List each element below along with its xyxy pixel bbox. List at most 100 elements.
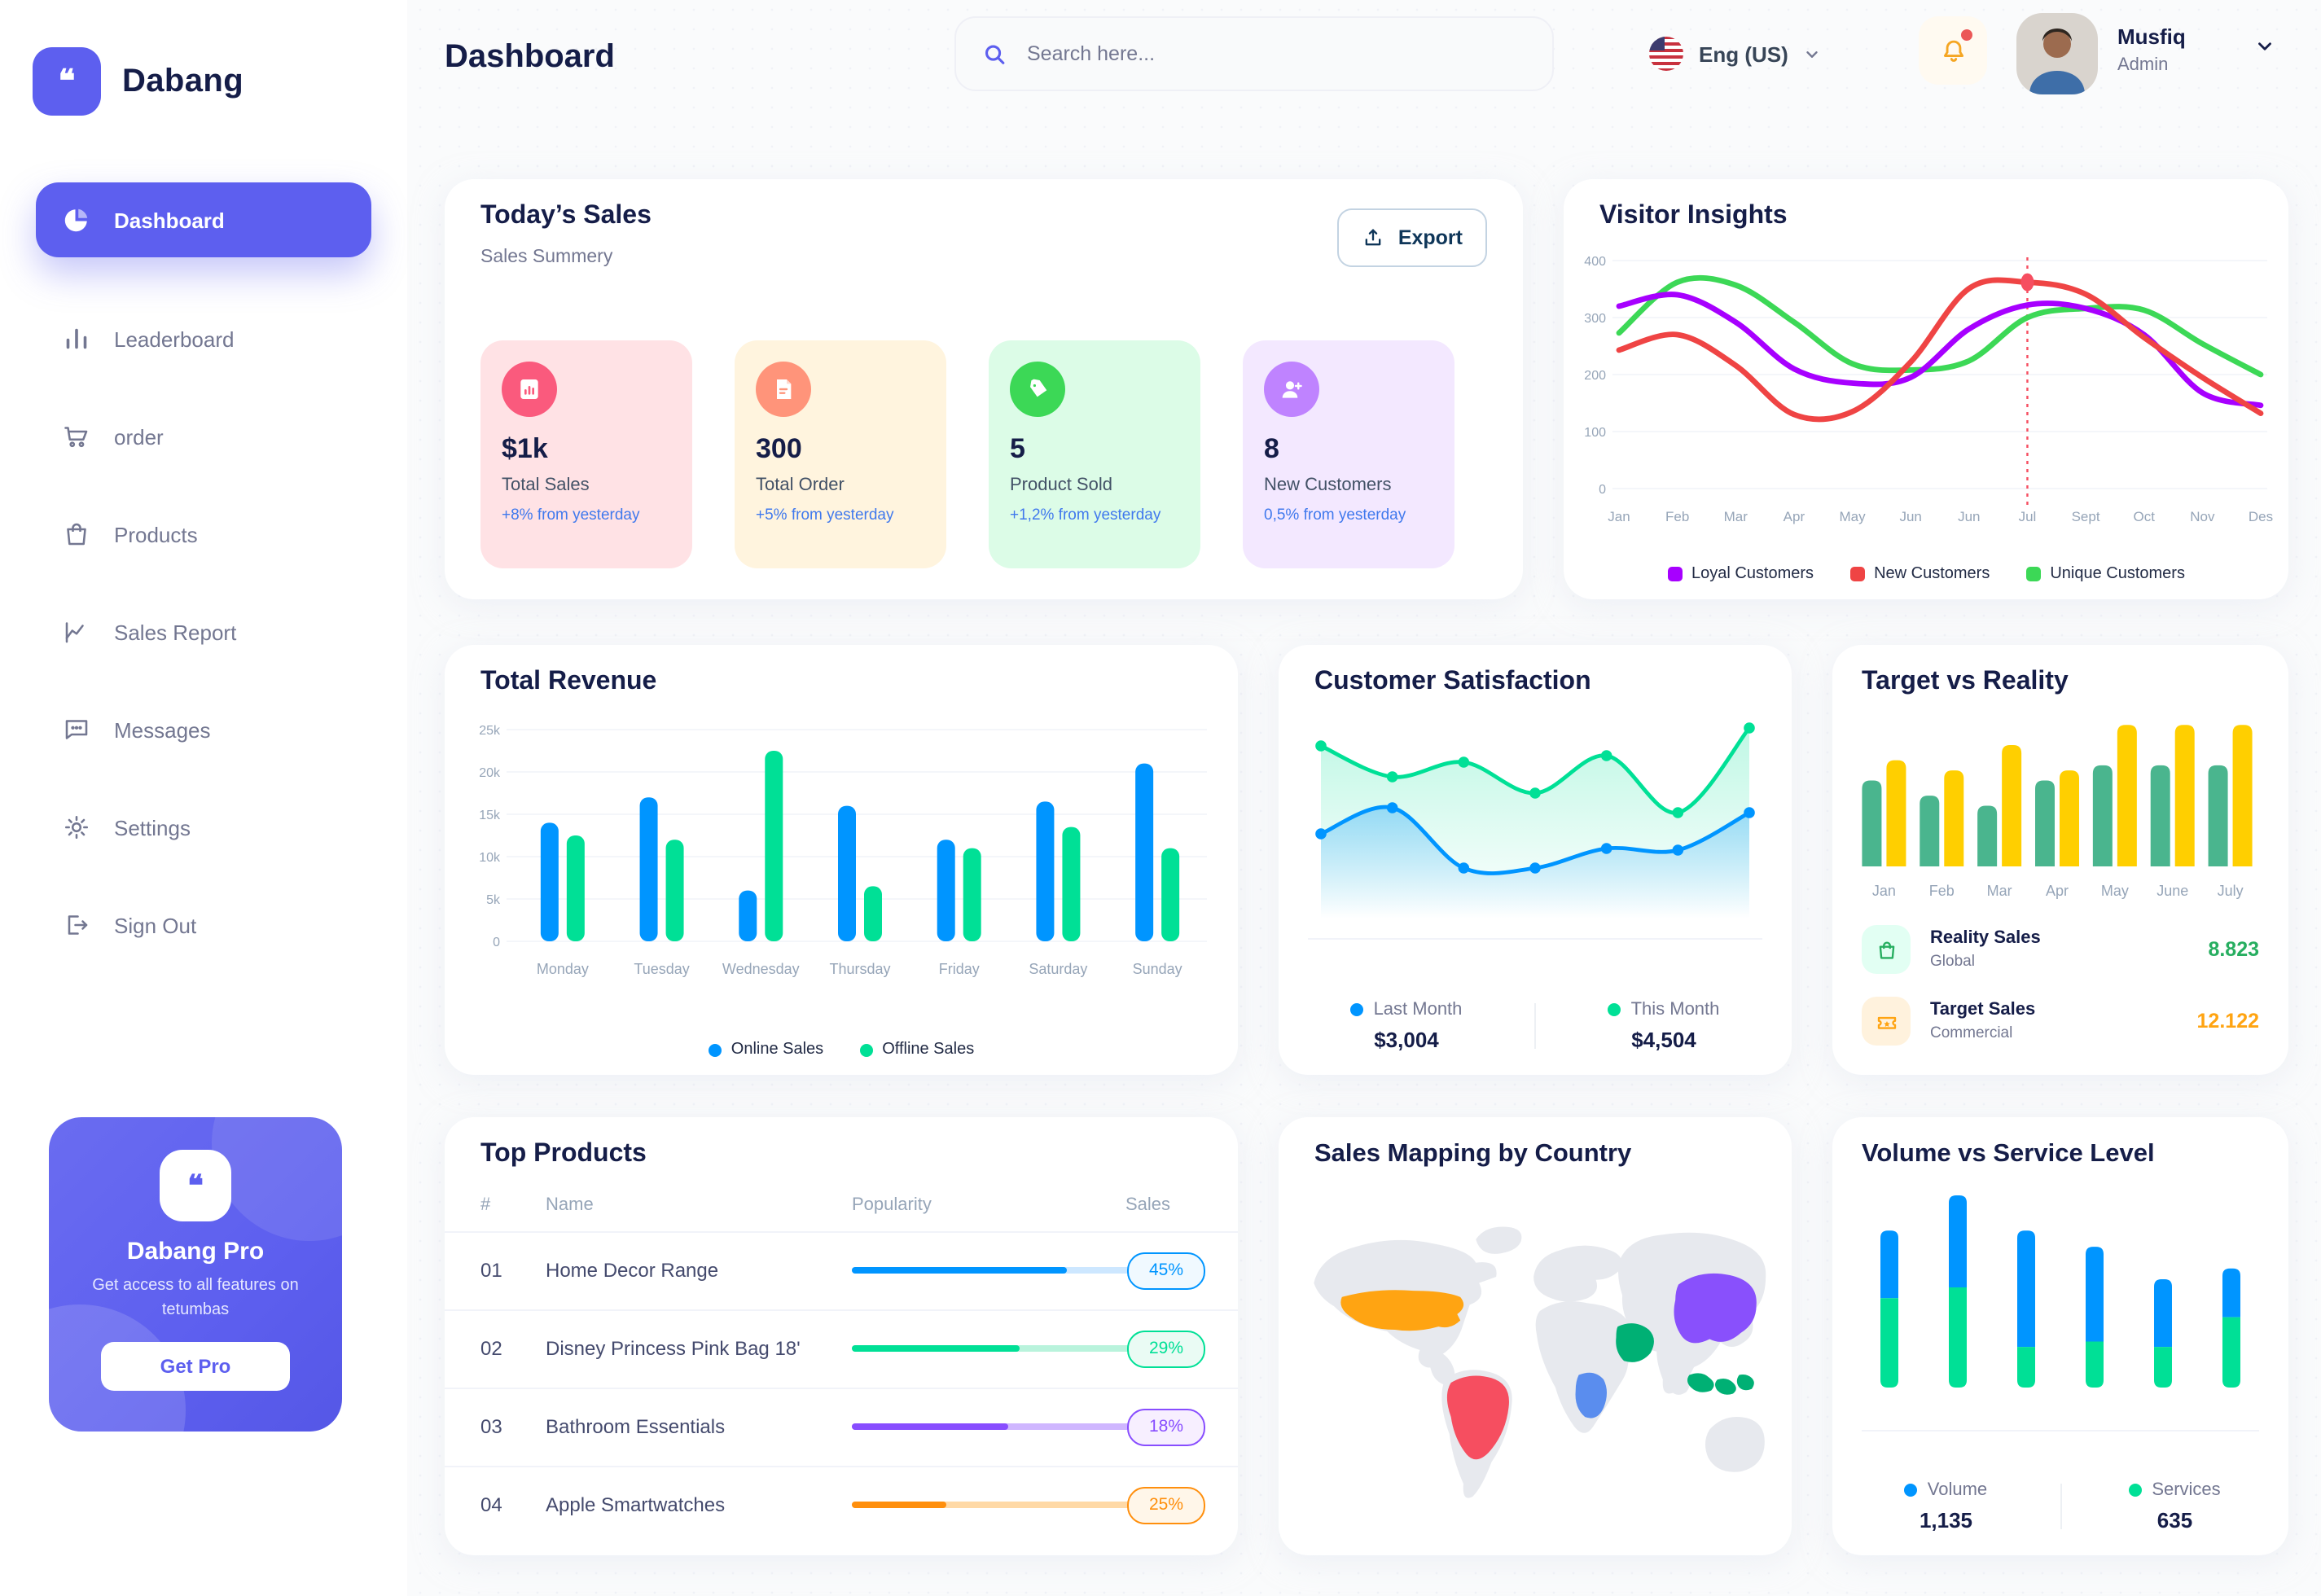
target-vs-reality-card: Target vs Reality Jan Feb Mar Apr May June Jul… — [1832, 645, 2288, 1075]
svg-text:Des: Des — [2249, 509, 2273, 524]
new-customers-card: 8 New Customers 0,5% from yesterday — [1243, 340, 1454, 568]
bag-icon — [67, 523, 86, 546]
map-saudi-arabia[interactable] — [1616, 1323, 1654, 1362]
sidebar-item-order[interactable]: order — [36, 404, 371, 469]
popularity-bar — [852, 1423, 1132, 1430]
sidebar-item-messages[interactable]: Messages — [36, 697, 371, 762]
visitor-insights-title: Visitor Insights — [1599, 202, 1788, 230]
sales-mapping-title: Sales Mapping by Country — [1314, 1140, 1632, 1168]
svg-text:0: 0 — [493, 936, 500, 949]
svg-text:Thursday: Thursday — [829, 961, 890, 977]
reality-sales-legend-row: Reality Sales Global 8.823 — [1862, 919, 2259, 980]
language-selector[interactable]: Eng (US) — [1648, 29, 1821, 78]
notifications-button[interactable] — [1919, 16, 1987, 85]
search-bar — [954, 16, 1554, 91]
gear-icon — [64, 815, 89, 840]
product-row-home-decor: 01 Home Decor Range 45% — [445, 1231, 1238, 1309]
divider — [445, 1231, 1238, 1233]
svg-text:300: 300 — [1584, 312, 1606, 326]
ticket-icon — [1862, 997, 1911, 1046]
brand-logo: ❝ Dabang — [33, 47, 244, 116]
sign-out-icon — [68, 915, 88, 935]
sidebar-item-sign-out[interactable]: Sign Out — [36, 892, 371, 958]
map-china[interactable] — [1674, 1273, 1757, 1344]
map-indonesia[interactable] — [1687, 1373, 1754, 1395]
svg-text:20k: 20k — [479, 766, 501, 780]
visitor-insights-chart: 0 100 200 300 400 Jan Feb Mar Apr May Jun Jun Jul Sep… — [1584, 255, 2273, 524]
svg-text:Apr: Apr — [1784, 509, 1805, 524]
svg-text:Feb: Feb — [1929, 883, 1955, 899]
avatar[interactable] — [2016, 13, 2098, 94]
svg-text:Oct: Oct — [2134, 509, 2156, 524]
svg-text:Monday: Monday — [537, 961, 589, 977]
pie-chart-icon — [64, 208, 88, 232]
map-united-states[interactable] — [1340, 1290, 1464, 1331]
dabang-pro-logo-icon: ❝ — [160, 1150, 231, 1221]
divider — [445, 1388, 1238, 1389]
map-congo[interactable] — [1575, 1372, 1608, 1418]
search-input[interactable] — [1024, 41, 1526, 67]
divider — [1862, 1430, 2259, 1432]
target-sales-legend-row: Target Sales Commercial 12.122 — [1862, 990, 2259, 1052]
svg-text:25k: 25k — [479, 724, 501, 738]
svg-text:Saturday: Saturday — [1029, 961, 1087, 977]
world-map — [1314, 1226, 1766, 1498]
volume-service-chart — [1880, 1195, 2240, 1388]
notification-badge — [1961, 29, 1972, 41]
sidebar-item-dashboard[interactable]: Dashboard — [36, 182, 371, 257]
svg-text:5k: 5k — [486, 893, 501, 907]
leaderboard-icon — [66, 328, 87, 349]
brand-name: Dabang — [122, 63, 244, 99]
svg-text:July: July — [2218, 883, 2244, 899]
sidebar-item-products[interactable]: Products — [36, 502, 371, 567]
sales-badge: 45% — [1127, 1252, 1205, 1290]
sales-badge: 25% — [1127, 1487, 1205, 1524]
user-role: Admin — [2117, 55, 2169, 75]
product-row-disney-bag: 02 Disney Princess Pink Bag 18' 29% — [445, 1309, 1238, 1388]
svg-text:Feb: Feb — [1665, 509, 1689, 524]
volume-service-legend: Volume 1,135 Services 635 — [1832, 1480, 2288, 1532]
sidebar-item-leaderboard[interactable]: Leaderboard — [36, 306, 371, 371]
divider — [1308, 938, 1762, 940]
sidebar-item-sales-report[interactable]: Sales Report — [36, 599, 371, 664]
popularity-bar — [852, 1267, 1132, 1274]
top-products-title: Top Products — [480, 1140, 647, 1168]
map-brazil[interactable] — [1446, 1375, 1509, 1460]
target-vs-reality-title: Target vs Reality — [1862, 668, 2069, 695]
svg-text:Jan: Jan — [1608, 509, 1630, 524]
svg-text:Friday: Friday — [939, 961, 980, 977]
svg-text:400: 400 — [1584, 255, 1606, 269]
customer-satisfaction-chart — [1315, 722, 1755, 919]
total-revenue-title: Total Revenue — [480, 668, 657, 695]
total-sales-card: $1k Total Sales +8% from yesterday — [480, 340, 692, 568]
visitor-insights-card: Visitor Insights 0 100 200 300 400 Jan Feb Mar A… — [1564, 179, 2288, 599]
sidebar-item-settings[interactable]: Settings — [36, 795, 371, 860]
message-icon — [65, 720, 88, 739]
profile-chevron-icon[interactable] — [2254, 36, 2275, 57]
pro-description: Get access to all features on tetumbas — [92, 1277, 299, 1318]
total-revenue-legend: Online Sales Offline Sales — [445, 1041, 1238, 1059]
file-icon — [756, 362, 811, 417]
bag-icon — [1862, 925, 1911, 974]
volume-service-card: Volume vs Service Level Volume 1,135 Ser… — [1832, 1117, 2288, 1555]
today-sales-card: Today’s Sales Sales Summery Export $1k T… — [445, 179, 1523, 599]
dabang-logo-icon: ❝ — [33, 47, 101, 116]
get-pro-button[interactable]: Get Pro — [101, 1342, 290, 1391]
page-title: Dashboard — [445, 39, 615, 75]
svg-text:10k: 10k — [479, 851, 501, 865]
export-button[interactable]: Export — [1337, 208, 1487, 267]
svg-text:Tuesday: Tuesday — [634, 961, 689, 977]
svg-text:Jun: Jun — [1958, 509, 1980, 524]
cart-icon — [64, 427, 88, 448]
volume-service-title: Volume vs Service Level — [1862, 1140, 2155, 1168]
popularity-bar — [852, 1502, 1132, 1508]
visitor-insights-legend: Loyal Customers New Customers Unique Cus… — [1564, 565, 2288, 583]
svg-text:100: 100 — [1584, 426, 1606, 440]
today-sales-title: Today’s Sales — [480, 202, 652, 230]
svg-text:0: 0 — [1599, 483, 1606, 497]
today-sales-subtitle: Sales Summery — [480, 248, 613, 267]
svg-text:15k: 15k — [479, 809, 501, 822]
svg-text:May: May — [2101, 883, 2129, 899]
svg-text:Jul: Jul — [2019, 509, 2037, 524]
